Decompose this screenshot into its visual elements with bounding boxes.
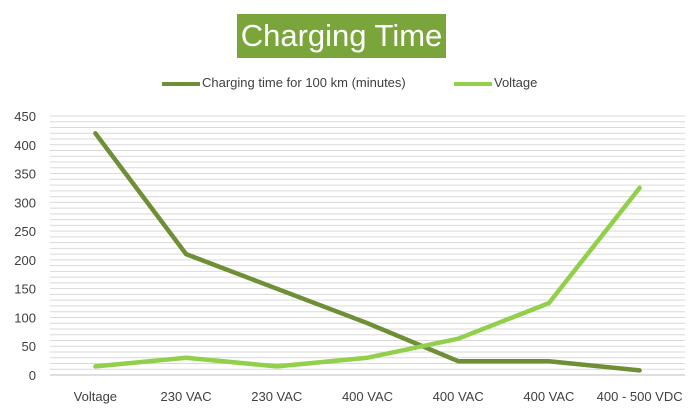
y-tick-label: 300 bbox=[14, 195, 36, 210]
x-tick-label: 400 VAC bbox=[433, 389, 484, 404]
x-tick-label: Voltage bbox=[74, 389, 117, 404]
x-axis-ticks: Voltage 230 VAC 230 VAC 400 VAC 400 VAC 400 V… bbox=[74, 389, 683, 404]
y-axis-ticks: 0 50 100 150 200 250 300 350 400 450 bbox=[14, 109, 36, 383]
series-line-charging-time bbox=[93, 131, 642, 373]
legend-swatch-charging-time bbox=[162, 82, 200, 86]
series-lines bbox=[93, 131, 642, 373]
legend-label-voltage: Voltage bbox=[494, 75, 538, 90]
legend-label-charging-time: Charging time for 100 km (minutes) bbox=[202, 75, 406, 90]
chart-title: Charging Time bbox=[240, 18, 443, 53]
y-tick-label: 400 bbox=[14, 138, 36, 153]
y-tick-label: 250 bbox=[14, 224, 36, 239]
y-tick-label: 0 bbox=[29, 368, 36, 383]
series-line-voltage bbox=[93, 185, 642, 369]
x-tick-label: 400 VAC bbox=[342, 389, 393, 404]
x-tick-label: 230 VAC bbox=[161, 389, 212, 404]
y-tick-label: 50 bbox=[22, 339, 36, 354]
x-tick-label: 400 - 500 VDC bbox=[597, 389, 683, 404]
legend-swatch-voltage bbox=[454, 82, 492, 86]
x-tick-label: 230 VAC bbox=[251, 389, 302, 404]
y-tick-label: 150 bbox=[14, 282, 36, 297]
y-tick-label: 100 bbox=[14, 310, 36, 325]
y-tick-label: 450 bbox=[14, 109, 36, 124]
gridlines bbox=[50, 115, 685, 376]
chart-title-background bbox=[237, 14, 446, 58]
y-tick-label: 350 bbox=[14, 167, 36, 182]
x-tick-label: 400 VAC bbox=[523, 389, 574, 404]
y-tick-label: 200 bbox=[14, 253, 36, 268]
